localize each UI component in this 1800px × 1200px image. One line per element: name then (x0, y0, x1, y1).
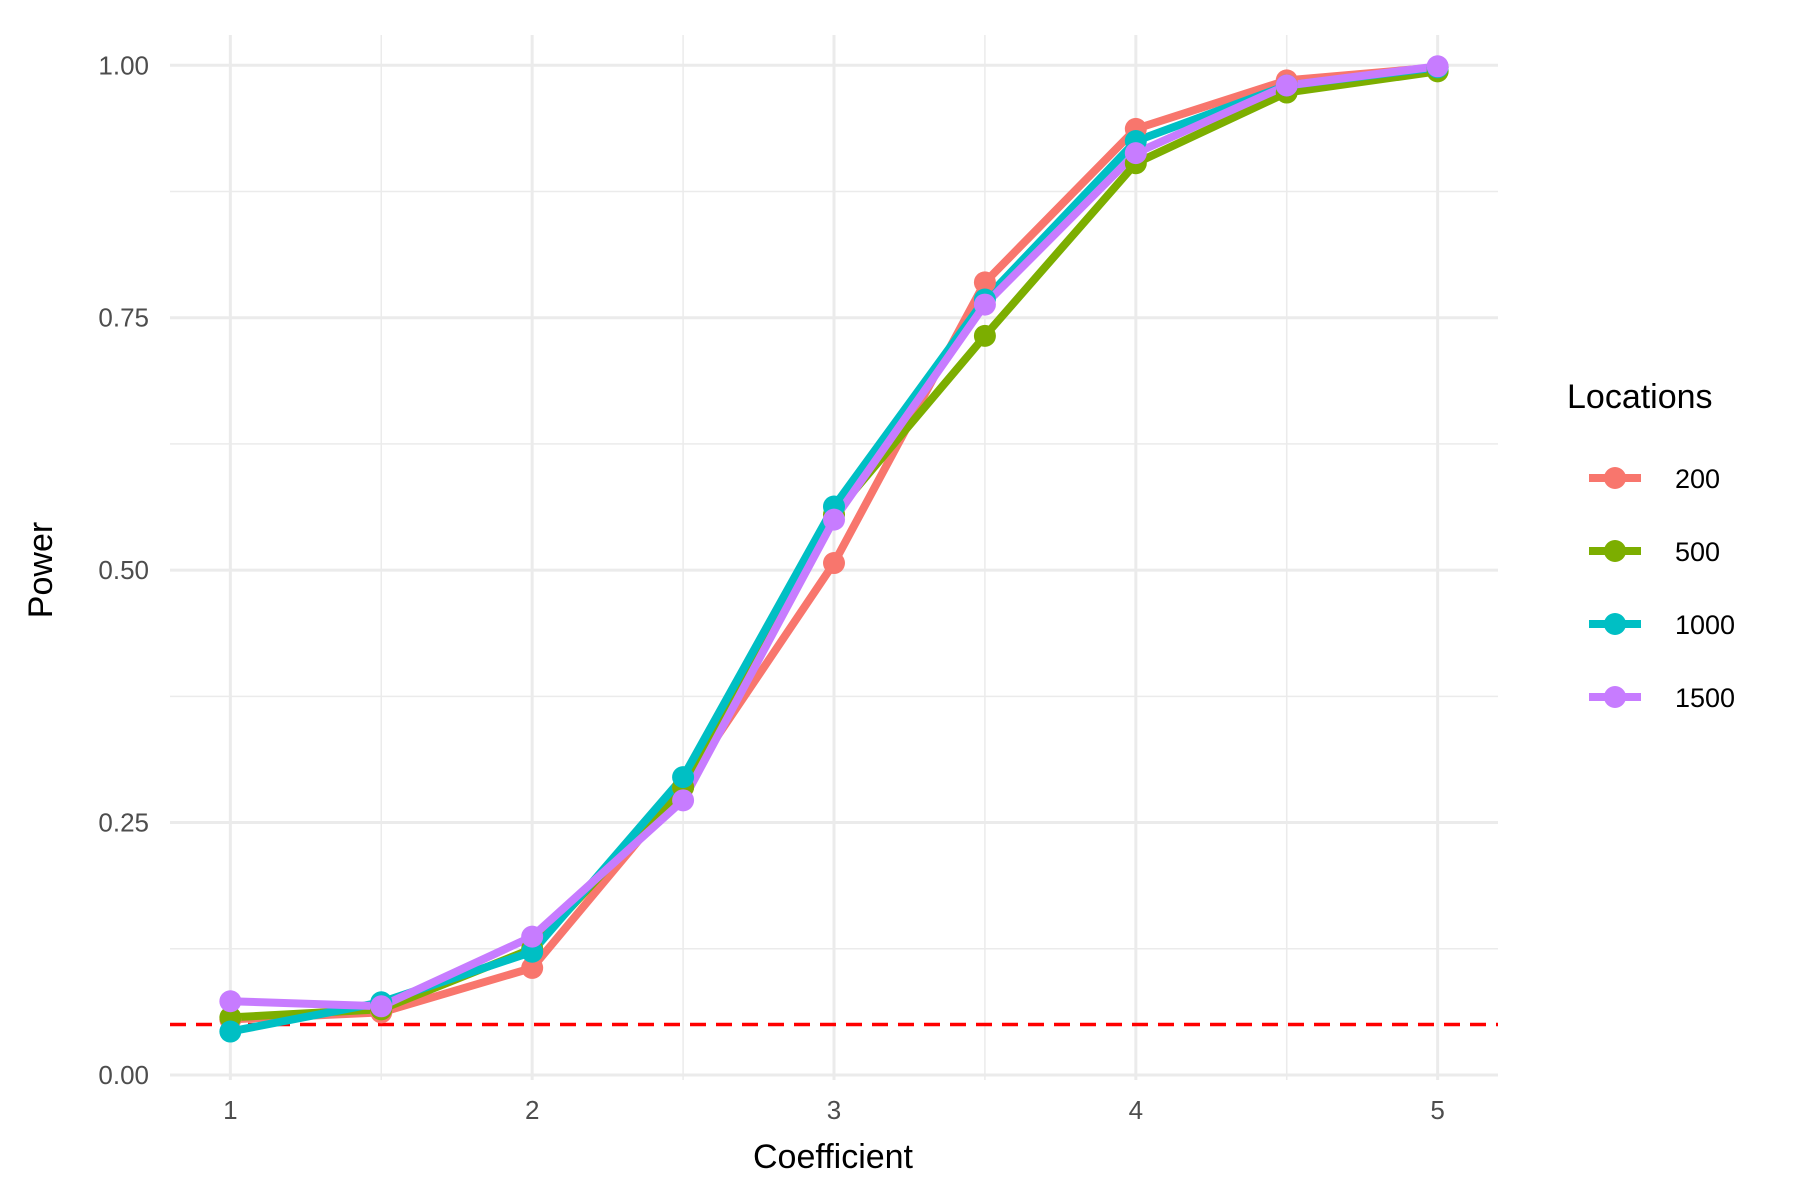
data-point-1500 (521, 925, 544, 948)
legend-label: 1000 (1675, 610, 1735, 640)
data-point-1000 (219, 1020, 242, 1043)
legend-key-point (1604, 467, 1626, 489)
major-gridlines (170, 35, 1498, 1080)
data-point-500 (973, 324, 996, 347)
y-tick-label: 0.75 (98, 303, 149, 333)
data-point-1500 (1124, 142, 1147, 165)
legend: Locations 200 500 1000 1500 (1567, 378, 1735, 713)
x-tick-label: 3 (827, 1095, 841, 1125)
x-axis-title: Coefficient (753, 1138, 914, 1176)
data-point-1500 (370, 995, 393, 1018)
legend-key-point (1604, 686, 1626, 708)
y-axis-title: Power (22, 522, 60, 618)
x-tick-label: 2 (525, 1095, 539, 1125)
legend-title: Locations (1567, 378, 1713, 416)
data-point-200 (521, 956, 544, 979)
y-tick-label: 0.50 (98, 555, 149, 585)
data-point-1000 (672, 766, 695, 789)
data-point-1000 (521, 940, 544, 963)
y-tick-label: 1.00 (98, 50, 149, 80)
legend-key-point (1604, 613, 1626, 635)
legend-items: 200 500 1000 1500 (1589, 464, 1735, 713)
legend-key-point (1604, 540, 1626, 562)
data-point-1500 (219, 990, 242, 1013)
legend-label: 1500 (1675, 683, 1735, 713)
x-tick-label: 1 (223, 1095, 237, 1125)
data-point-1500 (1275, 74, 1298, 97)
y-tick-labels: 0.00 0.25 0.50 0.75 1.00 (98, 50, 149, 1090)
y-tick-label: 0.00 (98, 1060, 149, 1090)
data-point-200 (823, 552, 845, 575)
data-point-1500 (1426, 55, 1449, 78)
data-point-1500 (823, 508, 845, 531)
x-tick-label: 5 (1430, 1095, 1444, 1125)
x-tick-labels: 1 2 3 4 5 (223, 1095, 1445, 1125)
data-point-200 (973, 271, 996, 294)
legend-label: 500 (1675, 537, 1720, 567)
legend-label: 200 (1675, 464, 1720, 494)
data-point-1500 (672, 789, 695, 812)
data-point-1500 (973, 293, 996, 316)
series-points (219, 55, 1449, 1043)
y-tick-label: 0.25 (98, 808, 149, 838)
x-tick-label: 4 (1129, 1095, 1143, 1125)
